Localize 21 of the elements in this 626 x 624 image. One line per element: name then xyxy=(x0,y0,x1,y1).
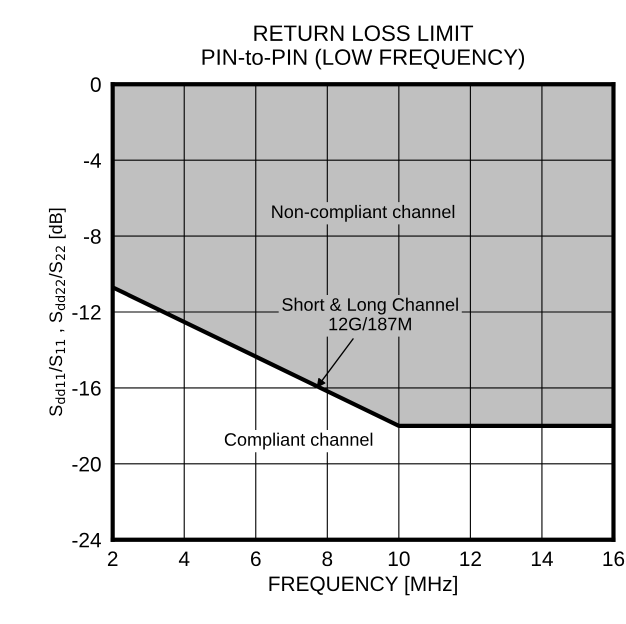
x-tick-label: 2 xyxy=(108,551,118,566)
y-tick-label: -16 xyxy=(72,380,101,396)
annotation: Non-compliant channel xyxy=(272,204,454,222)
y-tick-label: -8 xyxy=(84,229,101,244)
x-axis-title: FREQUENCY [MHz] xyxy=(269,576,457,596)
y-tick-label: -24 xyxy=(72,532,101,548)
annotation: Short & Long Channel 12G/187M xyxy=(282,298,458,330)
x-tick-label: 14 xyxy=(532,552,553,566)
y-tick-label: -20 xyxy=(72,456,101,472)
chart-title: RETURN LOSS LIMIT PIN-to-PIN (LOW FREQUENCY) xyxy=(202,25,524,70)
x-tick-label: 6 xyxy=(251,551,261,566)
y-tick-label: -4 xyxy=(84,153,101,168)
y-tick-label: 0 xyxy=(90,77,101,92)
x-tick-label: 12 xyxy=(460,551,481,566)
x-tick-label: 16 xyxy=(603,551,624,566)
text: S$_{dd11}$/S$_{11}$ , S$_{dd22}$/S$_{22}$ [dB] xyxy=(48,208,66,416)
y-tick-label: -12 xyxy=(72,305,101,320)
x-tick-label: 4 xyxy=(178,552,190,566)
x-tick-label: 10 xyxy=(388,551,410,566)
x-tick-label: 8 xyxy=(322,551,332,566)
annotation: Compliant channel xyxy=(224,432,372,450)
